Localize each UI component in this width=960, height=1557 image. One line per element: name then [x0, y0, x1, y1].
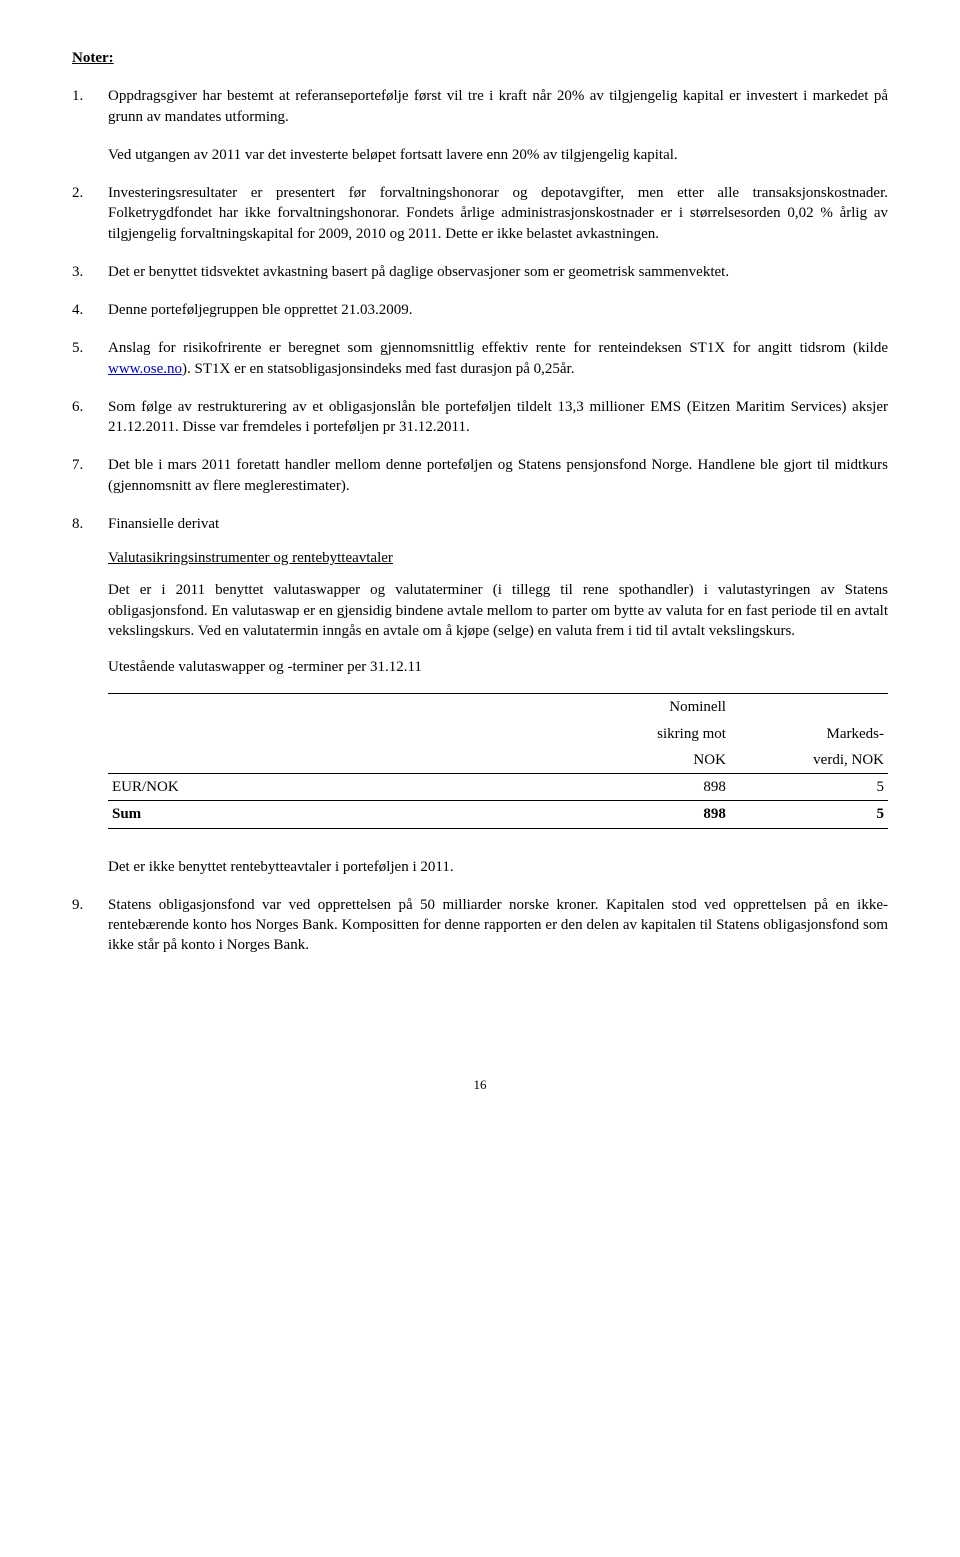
table-header-cell: verdi, NOK: [730, 747, 888, 774]
note-paragraph: Det ble i mars 2011 foretatt handler mel…: [108, 455, 888, 496]
table-header-cell: NOK: [576, 747, 730, 774]
note-number: [72, 145, 108, 165]
sub-body-text: Det er i 2011 benyttet valutaswapper og …: [108, 580, 888, 641]
note-item: 5.Anslag for risikofrirente er beregnet …: [72, 338, 888, 379]
note-paragraph: Finansielle derivat: [108, 514, 888, 534]
notes-list: 1.Oppdragsgiver har bestemt at referanse…: [72, 86, 888, 955]
external-link[interactable]: www.ose.no: [108, 361, 182, 377]
table-sum-cell: Sum: [108, 801, 576, 828]
note-body: Denne porteføljegruppen ble opprettet 21…: [108, 300, 888, 320]
note-item: 6.Som følge av restrukturering av et obl…: [72, 397, 888, 438]
note-paragraph: Anslag for risikofrirente er beregnet so…: [108, 338, 888, 379]
table-cell: EUR/NOK: [108, 774, 576, 801]
note-paragraph: Som følge av restrukturering av et oblig…: [108, 397, 888, 438]
table-header-cell: sikring mot: [576, 721, 730, 747]
table-header-cell: [108, 747, 576, 774]
note-item: Ved utgangen av 2011 var det investerte …: [72, 145, 888, 165]
note-number: 9.: [72, 895, 108, 956]
note-body: Ved utgangen av 2011 var det investerte …: [108, 145, 888, 165]
note-number: 7.: [72, 455, 108, 496]
note-paragraph: Oppdragsgiver har bestemt at referansepo…: [108, 86, 888, 127]
note-item: 8.Finansielle derivat Valutasikringsinstr…: [72, 514, 888, 877]
note-body: Investeringsresultater er presentert før…: [108, 183, 888, 244]
section-heading: Noter:: [72, 48, 888, 68]
page-number: 16: [72, 1076, 888, 1094]
note-paragraph: Det er benyttet tidsvektet avkastning ba…: [108, 262, 888, 282]
note-body: Som følge av restrukturering av et oblig…: [108, 397, 888, 438]
table-header-cell: [108, 694, 576, 721]
note-item: 3.Det er benyttet tidsvektet avkastning …: [72, 262, 888, 282]
note-paragraph: Ved utgangen av 2011 var det investerte …: [108, 145, 888, 165]
note-body: Oppdragsgiver har bestemt at referansepo…: [108, 86, 888, 127]
note-number: 3.: [72, 262, 108, 282]
note-paragraph: Denne porteføljegruppen ble opprettet 21…: [108, 300, 888, 320]
note-number: 2.: [72, 183, 108, 244]
note-item: 4.Denne porteføljegruppen ble opprettet …: [72, 300, 888, 320]
sub-heading-underlined: Valutasikringsinstrumenter og rentebytte…: [108, 548, 888, 568]
table-header-cell: Nominell: [576, 694, 730, 721]
note-number: 4.: [72, 300, 108, 320]
note-body: Statens obligasjonsfond var ved opprette…: [108, 895, 888, 956]
table-header-cell: [108, 721, 576, 747]
note-paragraph: Statens obligasjonsfond var ved opprette…: [108, 895, 888, 956]
table-header-cell: [730, 694, 888, 721]
note-number: 1.: [72, 86, 108, 127]
currency-swap-table: Nominellsikring motMarkeds-NOKverdi, NOK…: [108, 693, 888, 828]
table-caption: Utestående valutaswapper og -terminer pe…: [108, 657, 888, 677]
note-body: Anslag for risikofrirente er beregnet so…: [108, 338, 888, 379]
table-sum-cell: 898: [576, 801, 730, 828]
note-number: 8.: [72, 514, 108, 877]
note-number: 6.: [72, 397, 108, 438]
table-header-cell: Markeds-: [730, 721, 888, 747]
note-number: 5.: [72, 338, 108, 379]
table-cell: 5: [730, 774, 888, 801]
note-body: Finansielle derivat Valutasikringsinstrum…: [108, 514, 888, 877]
note-item: 9.Statens obligasjonsfond var ved oppret…: [72, 895, 888, 956]
note-item: 7.Det ble i mars 2011 foretatt handler m…: [72, 455, 888, 496]
table-sum-cell: 5: [730, 801, 888, 828]
note-body: Det er benyttet tidsvektet avkastning ba…: [108, 262, 888, 282]
note-item: 2.Investeringsresultater er presentert f…: [72, 183, 888, 244]
after-table-text: Det er ikke benyttet rentebytteavtaler i…: [108, 857, 888, 877]
note-item: 1.Oppdragsgiver har bestemt at referanse…: [72, 86, 888, 127]
note-body: Det ble i mars 2011 foretatt handler mel…: [108, 455, 888, 496]
table-cell: 898: [576, 774, 730, 801]
note-paragraph: Investeringsresultater er presentert før…: [108, 183, 888, 244]
